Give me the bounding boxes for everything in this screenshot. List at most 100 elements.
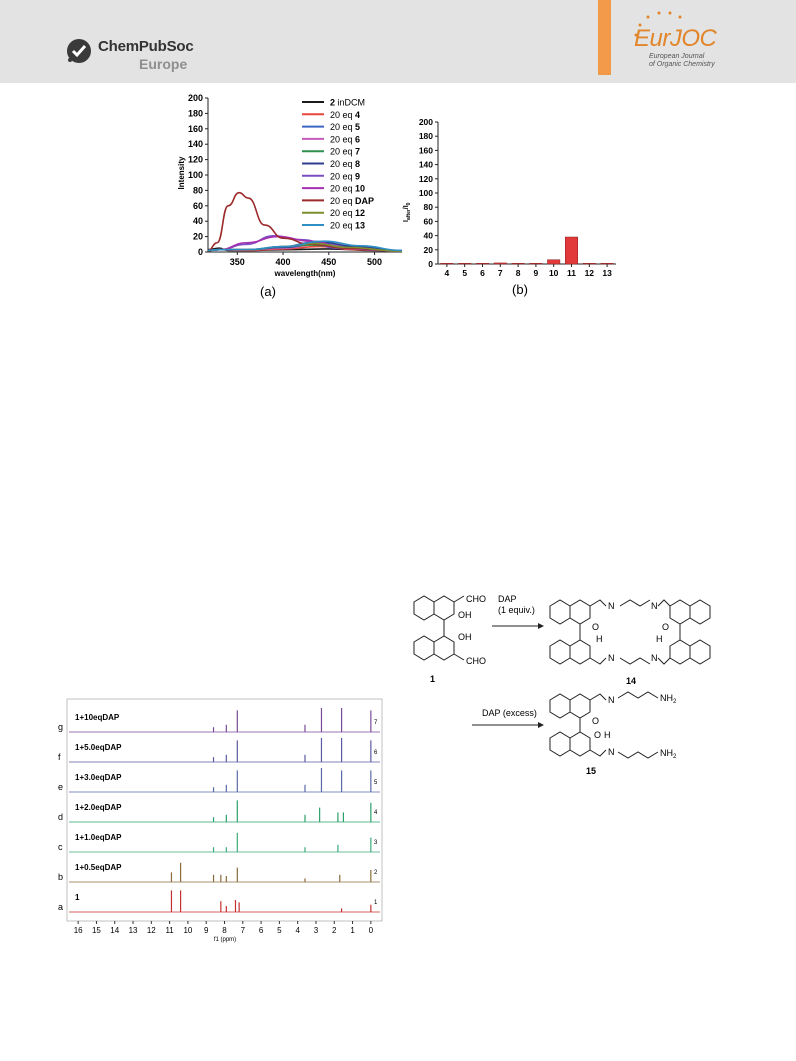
legend-entry: 20 eq 4 xyxy=(330,110,360,120)
bar xyxy=(529,263,543,265)
n-label-3: N xyxy=(608,653,615,663)
bar xyxy=(511,263,525,265)
legend-entry: 20 eq 13 xyxy=(330,221,365,231)
y-tick-label: 40 xyxy=(193,216,203,226)
series-line xyxy=(207,191,403,253)
bar xyxy=(600,263,614,265)
n-label-5: N xyxy=(608,695,615,705)
x-tick-label: 4 xyxy=(445,268,450,278)
bar xyxy=(582,263,596,265)
legend-entry: 20 eq DAP xyxy=(330,196,374,206)
y-tick-label: 200 xyxy=(188,93,203,103)
y-tick-label: 200 xyxy=(419,117,433,127)
x-tick-label: 11 xyxy=(165,926,174,935)
trace-letter: c xyxy=(58,842,63,852)
compound-14-structure xyxy=(549,599,711,665)
x-axis-label: f1 (ppm) xyxy=(214,937,236,943)
y-axis-label: Intensity xyxy=(177,156,186,189)
n-label-2: N xyxy=(651,601,658,611)
x-tick-label: 10 xyxy=(549,268,559,278)
caption-b: (b) xyxy=(512,282,528,297)
reagent2-label: DAP (excess) xyxy=(482,708,537,718)
y-tick-label: 20 xyxy=(193,232,203,242)
x-tick-label: 350 xyxy=(230,257,245,267)
journal-sub2: of Organic Chemistry xyxy=(649,61,715,68)
caption-a: (a) xyxy=(260,284,276,299)
trace-letter: g xyxy=(58,722,63,732)
stars-icon xyxy=(634,11,682,37)
legend-entry: 20 eq 12 xyxy=(330,208,365,218)
o-label-4: O xyxy=(594,730,601,740)
y-tick-label: 160 xyxy=(188,124,203,134)
x-tick-label: 7 xyxy=(498,268,503,278)
compound-15-structure xyxy=(549,691,659,759)
compound-1-label: 1 xyxy=(430,674,435,684)
y-tick-label: 0 xyxy=(198,247,203,257)
x-tick-label: 450 xyxy=(321,257,336,267)
bar xyxy=(458,263,472,265)
x-tick-label: 1 xyxy=(350,926,355,935)
chempubsoc-logo-icon xyxy=(67,39,91,63)
trace-index: 1 xyxy=(374,900,378,906)
oh-label-top: OH xyxy=(458,610,472,620)
bar xyxy=(565,236,578,265)
x-tick-label: 5 xyxy=(277,926,282,935)
h-label-2: H xyxy=(656,634,663,644)
trace-index: 7 xyxy=(374,720,378,726)
compound-1-structure xyxy=(413,595,465,661)
trace-index: 2 xyxy=(374,870,378,876)
x-tick-label: 3 xyxy=(314,926,319,935)
x-tick-label: 13 xyxy=(129,926,138,935)
x-tick-label: 8 xyxy=(222,926,227,935)
trace-letter: b xyxy=(58,872,63,882)
nh2-label-2: NH2 xyxy=(660,748,677,760)
y-tick-label: 20 xyxy=(424,245,434,255)
accent-bar xyxy=(598,0,611,75)
x-tick-label: 9 xyxy=(534,268,539,278)
publisher-name: ChemPubSoc xyxy=(98,38,194,55)
trace-letter: d xyxy=(58,812,63,822)
y-tick-label: 180 xyxy=(419,131,433,141)
y-tick-label: 80 xyxy=(424,202,434,212)
legend-entry: 20 eq 6 xyxy=(330,134,360,144)
o-label-2: O xyxy=(662,622,669,632)
n-label-4: N xyxy=(651,653,658,663)
trace-name: 1+3.0eqDAP xyxy=(75,773,122,782)
reagent1-line1: DAP xyxy=(498,594,517,604)
x-tick-label: 5 xyxy=(462,268,467,278)
nmr-titration-spectra: a11b1+0.5eqDAP2c1+1.0eqDAP3d1+2.0eqDAP4e… xyxy=(58,698,383,943)
trace-index: 5 xyxy=(374,780,378,786)
y-tick-label: 100 xyxy=(419,188,433,198)
trace-name: 1+2.0eqDAP xyxy=(75,803,122,812)
series-line xyxy=(207,240,403,252)
compound-15-label: 15 xyxy=(586,766,596,776)
h-label-3: H xyxy=(604,730,611,740)
x-tick-label: 9 xyxy=(204,926,209,935)
y-tick-label: 0 xyxy=(428,259,433,269)
x-tick-label: 400 xyxy=(276,257,291,267)
y-tick-label: 120 xyxy=(419,174,433,184)
trace-index: 4 xyxy=(374,810,378,816)
h-label-1: H xyxy=(596,634,603,644)
trace-name: 1+0.5eqDAP xyxy=(75,863,122,872)
n-label-6: N xyxy=(608,747,615,757)
x-tick-label: 7 xyxy=(241,926,246,935)
compound-14-label: 14 xyxy=(626,676,636,686)
intensity-ratio-bar-chart: 0 20 40 60 80 100 120 140 160 180 200 4 5 6 7 8 9 10 11 12 1… xyxy=(403,117,616,297)
x-axis-label: wavelength(nm) xyxy=(274,269,336,278)
oh-label-bottom: OH xyxy=(458,632,472,642)
trace-letter: e xyxy=(58,782,63,792)
y-tick-label: 60 xyxy=(424,216,434,226)
bar xyxy=(493,262,507,265)
x-tick-label: 8 xyxy=(516,268,521,278)
x-tick-label: 11 xyxy=(567,268,576,278)
bar xyxy=(440,263,454,265)
legend-entry: 20 eq 9 xyxy=(330,171,360,181)
o-label-3: O xyxy=(592,716,599,726)
x-tick-label: 6 xyxy=(259,926,264,935)
legend-entry: 20 eq 5 xyxy=(330,122,360,132)
y-tick-label: 60 xyxy=(193,201,203,211)
nh2-label-1: NH2 xyxy=(660,693,677,705)
legend-entry: 20 eq 7 xyxy=(330,147,360,157)
x-tick-label: 14 xyxy=(110,926,119,935)
